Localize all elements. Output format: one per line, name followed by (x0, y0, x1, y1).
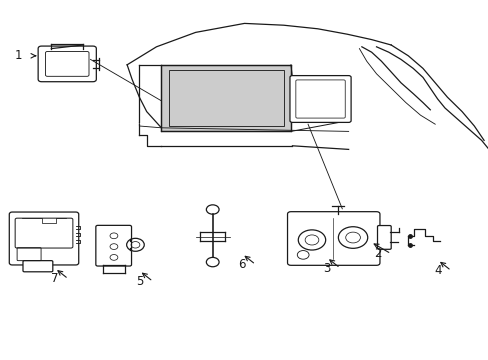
Text: 5: 5 (135, 275, 143, 288)
FancyBboxPatch shape (38, 46, 96, 82)
Text: 2: 2 (373, 247, 381, 260)
Text: 6: 6 (238, 258, 245, 271)
FancyBboxPatch shape (289, 76, 350, 122)
FancyBboxPatch shape (9, 212, 79, 265)
Text: 3: 3 (322, 262, 330, 275)
FancyBboxPatch shape (287, 212, 379, 265)
FancyBboxPatch shape (23, 261, 53, 272)
Bar (168, 70, 283, 126)
Text: 4: 4 (433, 264, 441, 277)
Text: 7: 7 (51, 273, 59, 285)
FancyBboxPatch shape (377, 225, 390, 249)
Bar (161, 65, 290, 131)
Text: 1: 1 (15, 49, 22, 62)
FancyBboxPatch shape (96, 225, 131, 266)
